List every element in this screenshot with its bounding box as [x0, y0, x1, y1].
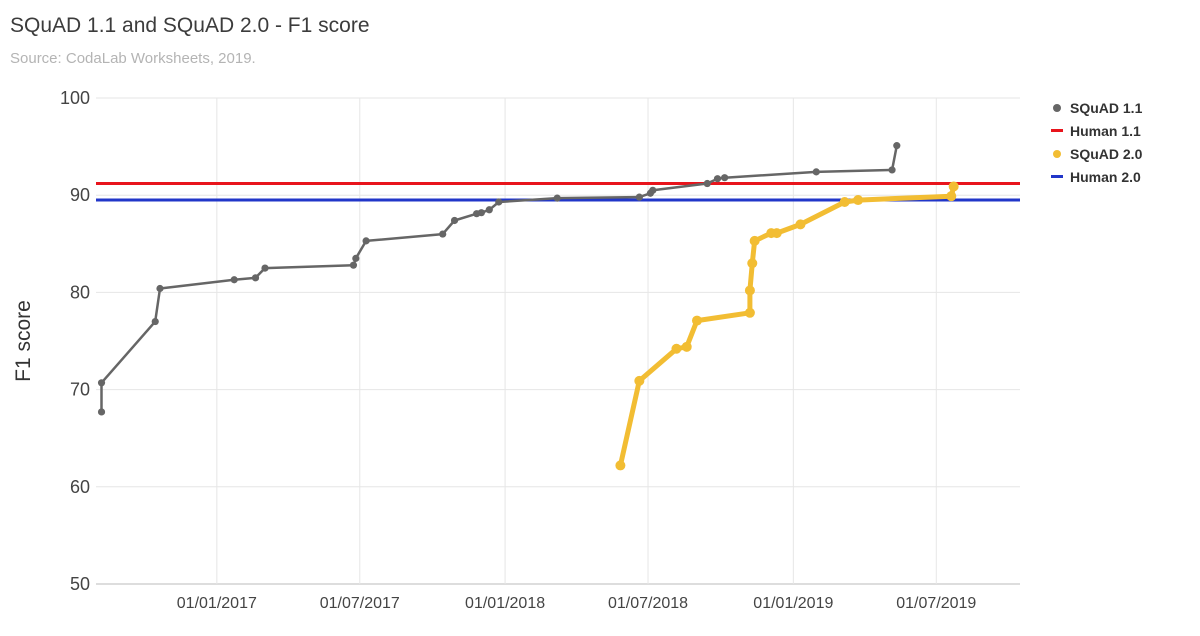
legend-marker-squad-1-1 — [1053, 103, 1061, 112]
data-point-squad-1-1-1 — [97, 379, 106, 387]
data-point-squad-2-0-0 — [615, 460, 626, 471]
legend-item-human-1-1[interactable]: Human 1.1 — [1050, 119, 1142, 142]
legend-marker-human-1-1 — [1051, 129, 1063, 132]
legend-marker-human-2-0 — [1051, 175, 1063, 178]
y-tick-label-90: 90 — [70, 185, 90, 205]
data-point-squad-1-1-19 — [649, 186, 657, 194]
data-point-squad-2-0-12 — [839, 197, 850, 208]
data-point-squad-2-0-4 — [691, 315, 702, 326]
data-point-squad-1-1-17 — [635, 193, 643, 201]
chart-subtitle: Source: CodaLab Worksheets, 2019. — [10, 50, 256, 67]
chart-title: SQuAD 1.1 and SQuAD 2.0 - F1 score — [10, 14, 370, 37]
data-point-squad-2-0-7 — [747, 258, 758, 269]
legend-item-squad-2-0[interactable]: SQuAD 2.0 — [1050, 142, 1142, 165]
data-point-squad-1-1-0 — [97, 408, 106, 416]
line-chart: 50 60 70 80 90 100 01/01/2017 01/07/2017 01/01/2… — [12, 88, 1020, 612]
legend-marker-squad-2-0 — [1053, 149, 1061, 158]
data-point-squad-1-1-22 — [721, 174, 729, 182]
data-point-squad-1-1-20 — [703, 179, 711, 188]
data-point-squad-2-0-10 — [771, 228, 782, 239]
data-point-squad-1-1-4 — [230, 276, 238, 284]
data-point-squad-2-0-13 — [853, 195, 864, 206]
x-tick-label-4: 01/01/2019 — [753, 595, 833, 612]
legend-label-human-2-0: Human 2.0 — [1070, 168, 1141, 185]
data-point-squad-2-0-8 — [749, 235, 760, 246]
data-point-squad-1-1-9 — [362, 237, 370, 245]
data-point-squad-1-1-2 — [151, 317, 159, 326]
data-point-squad-1-1-16 — [553, 194, 561, 202]
legend-item-squad-1-1[interactable]: SQuAD 1.1 — [1050, 96, 1142, 119]
x-tick-label-0: 01/01/2017 — [177, 595, 257, 612]
data-point-squad-1-1-7 — [349, 261, 358, 269]
data-point-squad-2-0-15 — [948, 181, 959, 192]
data-point-squad-1-1-10 — [439, 230, 447, 238]
y-axis-label: F1 score — [12, 300, 35, 382]
y-tick-label-70: 70 — [70, 380, 90, 400]
series-line-squad-1-1 — [100, 145, 899, 412]
series-line-squad-2-0 — [617, 185, 957, 466]
legend-label-human-1-1: Human 1.1 — [1070, 122, 1141, 139]
y-tick-label-80: 80 — [70, 282, 90, 302]
chart-legend: SQuAD 1.1 Human 1.1 SQuAD 2.0 Human 2.0 — [1050, 96, 1142, 188]
legend-item-human-2-0[interactable]: Human 2.0 — [1050, 165, 1142, 188]
data-point-squad-2-0-2 — [671, 343, 682, 354]
x-tick-label-3: 01/07/2018 — [608, 595, 688, 612]
data-point-squad-2-0-14 — [946, 191, 957, 202]
y-tick-label-60: 60 — [70, 477, 90, 497]
data-point-squad-2-0-6 — [744, 285, 755, 296]
data-point-squad-1-1-6 — [261, 264, 269, 272]
y-tick-label-50: 50 — [70, 574, 90, 594]
data-point-squad-1-1-3 — [156, 284, 164, 293]
legend-label-squad-2-0: SQuAD 2.0 — [1070, 145, 1143, 162]
data-point-squad-1-1-14 — [485, 206, 493, 214]
y-tick-label-100: 100 — [60, 88, 90, 108]
data-point-squad-2-0-3 — [681, 341, 692, 352]
data-point-squad-1-1-8 — [352, 254, 360, 262]
x-tick-label-5: 01/07/2019 — [896, 595, 976, 612]
data-point-squad-1-1-21 — [713, 175, 722, 183]
data-point-squad-2-0-1 — [634, 375, 645, 386]
data-point-squad-2-0-11 — [795, 219, 806, 230]
data-point-squad-1-1-24 — [888, 166, 896, 174]
data-point-squad-2-0-5 — [744, 307, 755, 318]
data-point-squad-1-1-13 — [477, 209, 485, 217]
x-tick-label-2: 01/01/2018 — [465, 595, 545, 612]
data-point-squad-1-1-25 — [893, 142, 901, 150]
data-point-squad-1-1-23 — [812, 168, 820, 176]
x-tick-label-1: 01/07/2017 — [320, 595, 400, 612]
data-point-squad-1-1-5 — [251, 274, 260, 282]
data-point-squad-1-1-11 — [450, 216, 459, 225]
data-point-squad-1-1-15 — [495, 198, 503, 206]
legend-label-squad-1-1: SQuAD 1.1 — [1070, 99, 1143, 116]
